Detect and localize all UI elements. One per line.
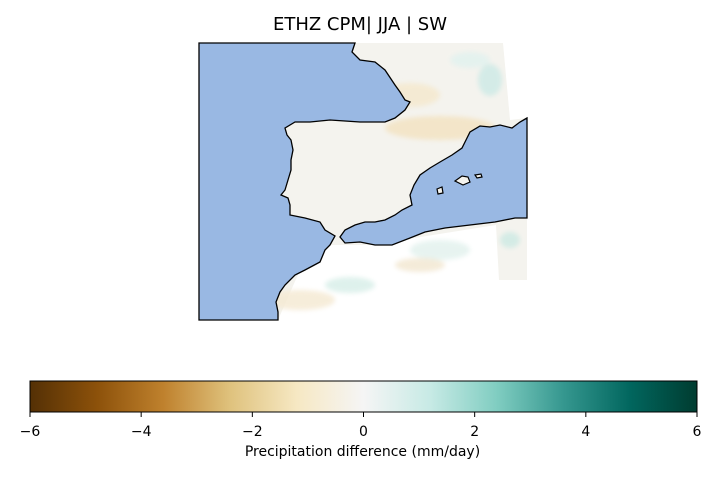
colorbar-tick-label: −6 — [19, 424, 41, 440]
map-title: ETHZ CPM| JJA | SW — [272, 14, 448, 35]
colorbar-tick-label: −4 — [130, 424, 152, 440]
dry-patch-pyrenees — [385, 116, 495, 140]
colorbar-tick-label: −2 — [242, 424, 263, 440]
wet-patch-atlas — [325, 277, 375, 293]
mediterranean-sea — [339, 116, 528, 246]
colorbar-tick-label: 6 — [692, 424, 702, 440]
dry-patch-maghreb — [395, 258, 445, 272]
colorbar-tick-label: 4 — [581, 424, 591, 440]
island-menorca — [473, 173, 483, 179]
wet-patch-tunisia — [500, 232, 520, 248]
wet-patch-algeria — [410, 240, 470, 260]
island-ibiza — [436, 186, 444, 195]
wet-patch-alps — [478, 64, 502, 96]
colorbar-label: Precipitation difference (mm/day) — [244, 444, 481, 460]
colorbar — [29, 380, 698, 413]
island-mallorca — [453, 175, 471, 186]
atlantic-sea — [198, 42, 411, 321]
colorbar-tick-label: 0 — [359, 424, 368, 440]
dry-patch-africa — [265, 290, 335, 310]
colorbar-ticks — [29, 412, 698, 417]
wet-patch-north — [450, 52, 490, 68]
colorbar-tick-label: 2 — [470, 424, 480, 440]
